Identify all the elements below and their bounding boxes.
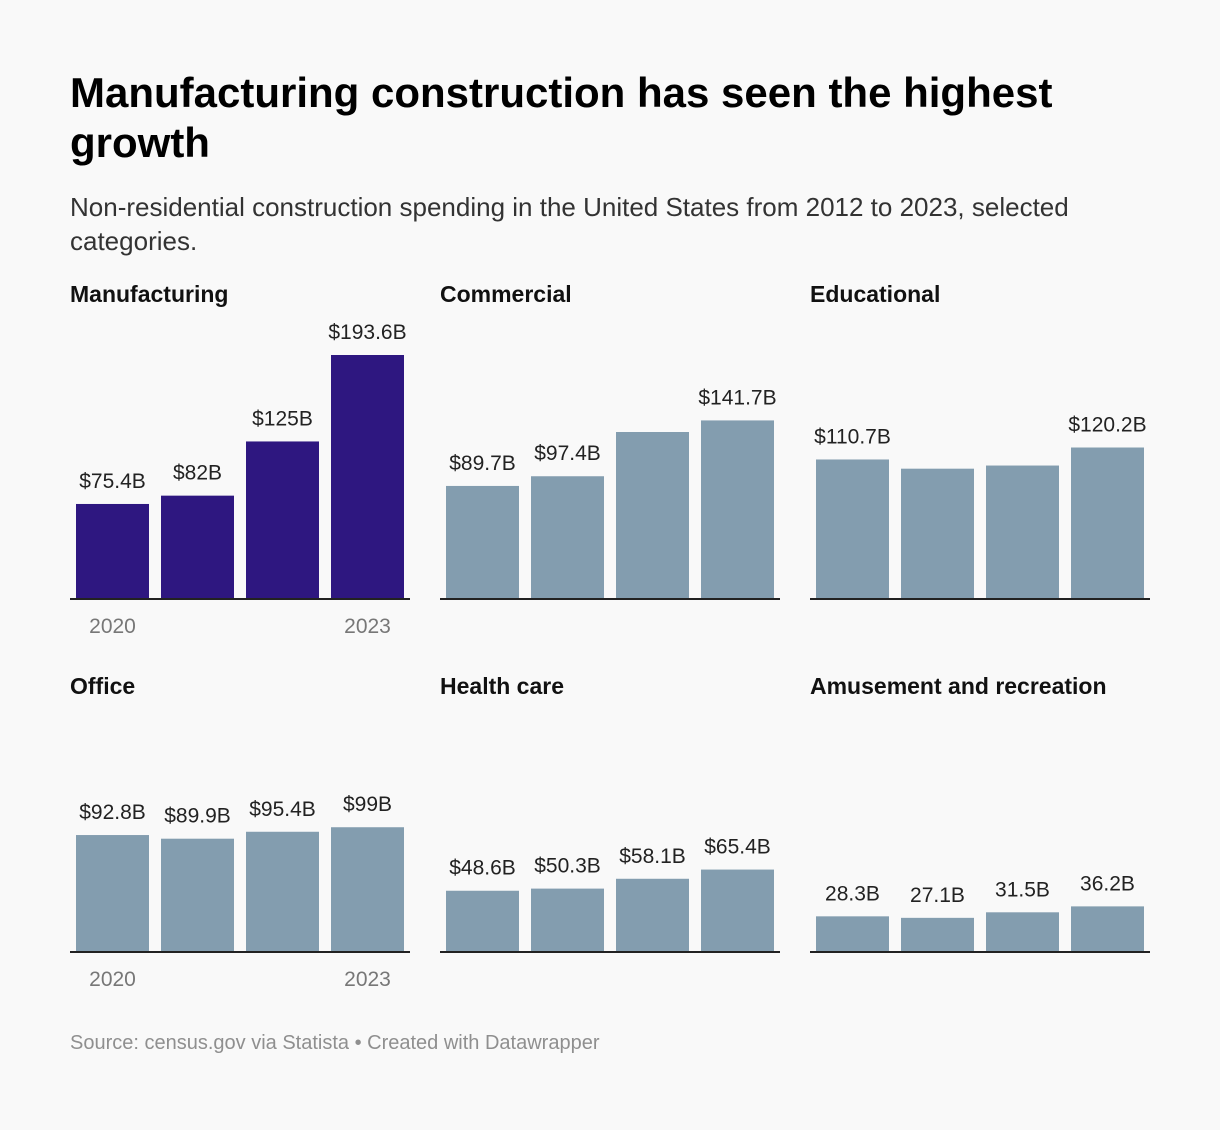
data-label: $75.4B — [79, 470, 146, 493]
data-label: $89.9B — [164, 805, 231, 828]
bar-2020 — [816, 916, 889, 952]
data-label: $97.4B — [534, 442, 601, 465]
bar-2021 — [531, 476, 604, 599]
bar-2023 — [701, 869, 774, 952]
bar-2022 — [246, 441, 319, 599]
data-label: $58.1B — [619, 845, 686, 868]
data-label: $141.7B — [698, 386, 776, 409]
x-tick-label: 2023 — [344, 968, 391, 991]
panel-title: Health care — [440, 673, 564, 699]
chart-subtitle: Non-residential construction spending in… — [70, 192, 1069, 256]
bar-2020 — [446, 890, 519, 952]
bar-2023 — [331, 355, 404, 599]
bar-2020 — [76, 503, 149, 599]
bar-2023 — [1071, 906, 1144, 952]
chart-title: Manufacturing construction has seen the … — [70, 69, 1053, 166]
data-label: $99B — [343, 793, 392, 816]
bar-2022 — [616, 878, 689, 952]
data-label: $48.6B — [449, 857, 516, 880]
data-label: $95.4B — [249, 798, 316, 821]
data-label: $50.3B — [534, 855, 601, 878]
data-label: $120.2B — [1068, 414, 1146, 437]
panel-amusement-and-recreation: Amusement and recreation 28.3B 27.1B 31.5B 3… — [810, 673, 1150, 953]
bar-2020 — [446, 485, 519, 599]
data-label: 27.1B — [910, 884, 965, 907]
bar-2022 — [616, 432, 689, 599]
panel-title: Office — [70, 673, 135, 699]
x-tick-label: 2023 — [344, 615, 391, 638]
bar-2020 — [816, 459, 889, 599]
panel-title: Commercial — [440, 281, 572, 307]
data-label: $82B — [173, 462, 222, 485]
bar-2023 — [331, 827, 404, 952]
bar-2023 — [701, 420, 774, 599]
bar-2021 — [901, 917, 974, 952]
data-label: 28.3B — [825, 882, 880, 905]
data-label: 36.2B — [1080, 872, 1135, 895]
bar-2020 — [76, 835, 149, 952]
bar-2021 — [901, 468, 974, 599]
data-label: $125B — [252, 407, 313, 430]
bar-2023 — [1071, 447, 1144, 599]
data-label: $193.6B — [328, 321, 406, 344]
panel-office: Office $92.8B 2020 $89.9B $95.4B $99B 2023 — [70, 673, 410, 991]
x-tick-label: 2020 — [89, 615, 136, 638]
panel-title: Amusement and recreation — [810, 673, 1107, 699]
panel-title: Educational — [810, 281, 940, 307]
data-label: $110.7B — [814, 425, 891, 448]
bar-2022 — [246, 831, 319, 952]
data-label: $65.4B — [704, 836, 771, 859]
data-label: $89.7B — [449, 452, 516, 475]
data-label: $92.8B — [79, 801, 146, 824]
bar-2021 — [531, 888, 604, 952]
x-tick-label: 2020 — [89, 968, 136, 991]
bar-2022 — [986, 912, 1059, 952]
data-label: 31.5B — [995, 878, 1050, 901]
panel-health-care: Health care $48.6B $50.3B $58.1B $65.4B — [440, 673, 780, 953]
panel-educational: Educational $110.7B $120.2B — [810, 281, 1150, 600]
panel-title: Manufacturing — [70, 281, 228, 307]
bar-2021 — [161, 495, 234, 599]
panel-manufacturing: Manufacturing $75.4B 2020 $82B $125B $193.6B 2… — [70, 281, 410, 638]
bar-2022 — [986, 465, 1059, 599]
panel-commercial: Commercial $89.7B $97.4B $141.7B — [440, 281, 780, 600]
source-note: Source: census.gov via Statista • Create… — [70, 1032, 600, 1054]
bar-2021 — [161, 838, 234, 952]
